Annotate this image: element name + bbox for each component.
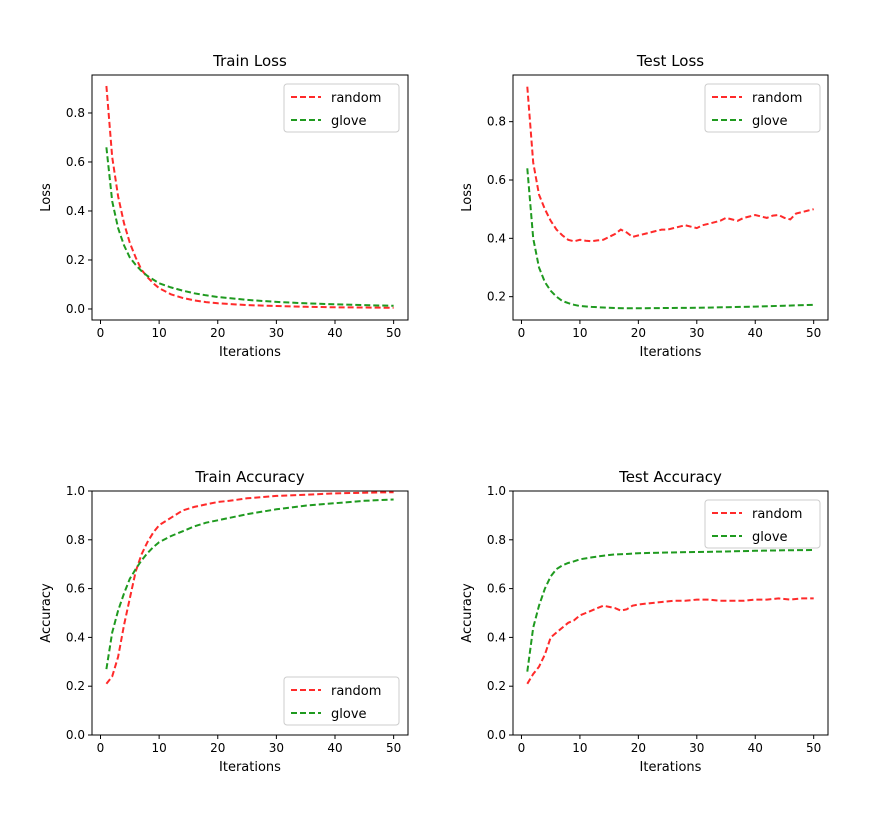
legend-label-random: random <box>752 91 802 106</box>
x-tick-label: 50 <box>806 741 821 755</box>
x-tick-label: 0 <box>97 741 105 755</box>
y-tick-label: 0.0 <box>66 302 85 316</box>
x-tick-label: 0 <box>518 741 526 755</box>
y-tick-label: 1.0 <box>487 484 506 498</box>
y-tick-label: 0.4 <box>487 630 506 644</box>
series-line-glove <box>526 168 814 310</box>
subplot-4: 0 10 20 30 40 50 0.0 0.2 0.4 0.6 0.8 1.0 Test Accura… <box>460 468 829 775</box>
y-tick-label: 0.6 <box>66 155 85 169</box>
x-tick-label: 50 <box>806 326 821 340</box>
x-tick-label: 10 <box>151 326 166 340</box>
legend-label-random: random <box>331 91 381 106</box>
y-tick-label: 0.6 <box>487 582 506 596</box>
x-tick-label: 0 <box>97 326 105 340</box>
x-tick-label: 10 <box>572 326 587 340</box>
x-tick-label: 30 <box>269 741 284 755</box>
y-tick-label: 0.8 <box>487 533 506 547</box>
y-tick-label: 0.0 <box>487 728 506 742</box>
chart-title: Test Accuracy <box>618 468 722 486</box>
x-tick-label: 10 <box>151 741 166 755</box>
chart-title: Train Loss <box>212 52 287 70</box>
x-tick-label: 20 <box>631 741 646 755</box>
y-tick-label: 0.4 <box>66 630 85 644</box>
series-line-random <box>526 86 814 243</box>
x-tick-label: 30 <box>689 741 704 755</box>
x-tick-label: 20 <box>210 741 225 755</box>
y-tick-label: 0.0 <box>66 728 85 742</box>
subplot-1: 0 10 20 30 40 50 0.0 0.2 0.4 0.6 0.8 Train Loss Iter… <box>39 52 409 360</box>
series-line-glove <box>105 498 394 670</box>
x-tick-label: 40 <box>327 326 342 340</box>
x-tick-label: 0 <box>518 326 526 340</box>
axes-frame <box>91 490 409 736</box>
x-tick-label: 40 <box>327 741 342 755</box>
x-tick-label: 40 <box>748 326 763 340</box>
x-tick-label: 20 <box>631 326 646 340</box>
legend-label-random: random <box>752 507 802 522</box>
legend-label-glove: glove <box>331 707 367 722</box>
x-axis-label: Iterations <box>640 760 702 775</box>
y-tick-label: 0.4 <box>487 231 506 245</box>
x-axis-label: Iterations <box>640 345 702 360</box>
x-tick-label: 30 <box>689 326 704 340</box>
y-tick-label: 0.8 <box>66 106 85 120</box>
y-tick-label: 0.2 <box>66 253 85 267</box>
y-tick-label: 0.2 <box>487 679 506 693</box>
subplot-3: 0 10 20 30 40 50 0.0 0.2 0.4 0.6 0.8 1.0 Train Accur… <box>39 468 409 775</box>
chart-title: Train Accuracy <box>194 468 304 486</box>
series-line-random <box>526 597 814 685</box>
y-tick-label: 1.0 <box>66 484 85 498</box>
axes-frame <box>512 490 829 736</box>
y-axis-label: Accuracy <box>39 583 54 643</box>
legend: random glove <box>283 83 400 133</box>
legend: random glove <box>704 499 821 549</box>
legend-label-random: random <box>331 684 381 699</box>
x-tick-label: 50 <box>386 326 401 340</box>
legend: random glove <box>704 83 821 133</box>
series-line-random <box>105 85 394 309</box>
y-axis-label: Loss <box>39 183 54 212</box>
y-tick-label: 0.6 <box>487 173 506 187</box>
x-axis-label: Iterations <box>219 760 281 775</box>
x-tick-label: 40 <box>748 741 763 755</box>
series-line-glove <box>526 549 814 672</box>
y-tick-label: 0.2 <box>66 679 85 693</box>
legend-label-glove: glove <box>331 114 367 129</box>
legend-label-glove: glove <box>752 114 788 129</box>
x-axis-label: Iterations <box>219 345 281 360</box>
y-tick-label: 0.4 <box>66 204 85 218</box>
series-line-random <box>105 491 394 685</box>
legend: random glove <box>283 676 400 726</box>
axes-frame <box>91 74 409 321</box>
y-tick-label: 0.2 <box>487 290 506 304</box>
x-tick-label: 50 <box>386 741 401 755</box>
series-line-glove <box>105 147 394 307</box>
y-tick-label: 0.8 <box>66 533 85 547</box>
y-axis-label: Loss <box>460 183 475 212</box>
y-axis-label: Accuracy <box>460 583 475 643</box>
subplot-2: 0 10 20 30 40 50 0.2 0.4 0.6 0.8 Test Loss Iteratio… <box>460 52 829 360</box>
axes-frame <box>512 74 829 321</box>
legend-label-glove: glove <box>752 530 788 545</box>
x-tick-label: 30 <box>269 326 284 340</box>
y-tick-label: 0.6 <box>66 582 85 596</box>
x-tick-label: 10 <box>572 741 587 755</box>
chart-title: Test Loss <box>636 52 704 70</box>
y-tick-label: 0.8 <box>487 115 506 129</box>
x-tick-label: 20 <box>210 326 225 340</box>
